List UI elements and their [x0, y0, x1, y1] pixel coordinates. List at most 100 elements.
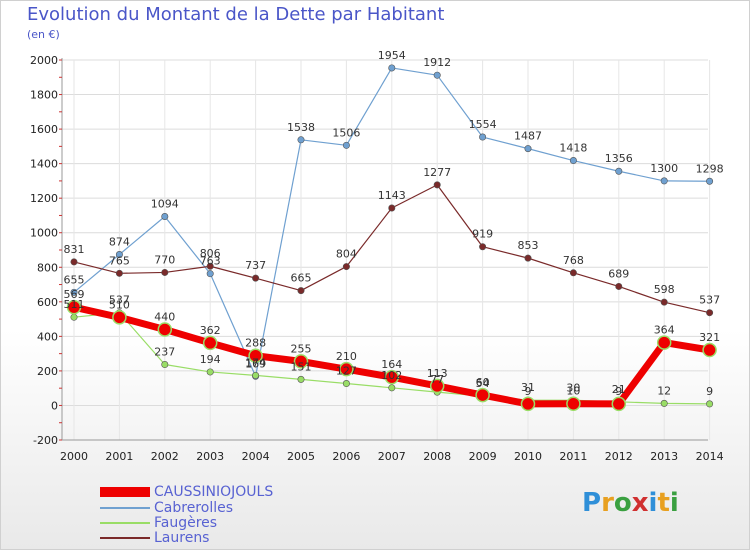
data-label-cabrerolles: 1538 — [287, 121, 315, 134]
data-point-faugères — [161, 361, 169, 369]
data-point-cabrerolles — [569, 157, 577, 165]
legend-label-cabrerolles: Cabrerolles — [154, 500, 234, 516]
data-point-faugères — [70, 313, 78, 321]
data-label-laurens: 665 — [291, 272, 312, 285]
data-point-laurens — [615, 282, 623, 290]
data-point-faugères — [206, 368, 214, 376]
data-label-caussiniojouls: 510 — [109, 298, 130, 311]
data-label-cabrerolles: 1094 — [151, 197, 179, 210]
legend-label-faugeres: Faugères — [154, 515, 218, 531]
x-tick-label: 2000 — [60, 450, 88, 463]
data-label-caussiniojouls: 362 — [200, 324, 221, 337]
data-label-cabrerolles: 874 — [109, 235, 130, 248]
data-label-caussiniojouls: 60 — [476, 376, 490, 389]
proxiti-logo: Proxiti — [582, 488, 679, 518]
y-tick-label: 200 — [37, 365, 58, 378]
x-tick-label: 2013 — [650, 450, 678, 463]
data-point-caussiniojouls — [112, 310, 127, 325]
data-label-cabrerolles: 1298 — [696, 162, 724, 175]
data-label-faugères: 9 — [706, 385, 713, 398]
data-label-cabrerolles: 169 — [245, 357, 266, 370]
legend-label-caussiniojouls: CAUSSINIOJOULS — [154, 484, 274, 500]
data-label-cabrerolles: 1912 — [423, 56, 451, 69]
data-label-laurens: 537 — [699, 294, 720, 307]
y-tick-label: 1800 — [30, 89, 58, 102]
data-label-faugères: 537 — [109, 294, 130, 307]
data-point-laurens — [70, 258, 78, 266]
data-point-cabrerolles — [161, 212, 169, 220]
data-label-cabrerolles: 1506 — [332, 126, 360, 139]
data-label-cabrerolles: 1356 — [605, 152, 633, 165]
x-tick-label: 2006 — [332, 450, 360, 463]
data-point-cabrerolles — [115, 250, 123, 258]
data-label-caussiniojouls: 9 — [615, 385, 622, 398]
data-point-caussiniojouls — [429, 378, 445, 394]
data-label-caussiniojouls: 164 — [381, 358, 402, 371]
y-tick-label: 1400 — [30, 158, 58, 171]
data-point-cabrerolles — [524, 145, 532, 153]
data-label-caussiniojouls: 255 — [291, 342, 312, 355]
data-point-cabrerolles — [660, 177, 668, 185]
x-tick-label: 2003 — [196, 450, 224, 463]
data-label-laurens: 804 — [336, 248, 357, 261]
data-point-caussiniojouls — [656, 335, 672, 350]
legend-swatch-caussiniojouls — [100, 487, 150, 497]
data-label-laurens: 831 — [64, 243, 85, 256]
data-point-laurens — [660, 298, 668, 306]
data-point-laurens — [479, 243, 487, 251]
data-label-faugères: 31 — [521, 381, 535, 394]
data-label-caussiniojouls: 210 — [336, 350, 357, 363]
data-label-laurens: 770 — [154, 253, 175, 266]
data-point-laurens — [706, 309, 714, 317]
y-tick-label: 1200 — [30, 192, 58, 205]
data-point-caussiniojouls — [248, 348, 263, 363]
data-label-laurens: 737 — [245, 259, 266, 272]
data-label-faugères: 54 — [476, 377, 490, 390]
data-label-faugères: 511 — [64, 298, 85, 311]
data-point-caussiniojouls — [157, 322, 173, 337]
data-point-cabrerolles — [433, 71, 441, 79]
legend-label-laurens: Laurens — [154, 530, 210, 546]
data-point-caussiniojouls — [202, 335, 218, 351]
data-label-laurens: 689 — [608, 267, 629, 280]
data-label-faugères: 30 — [566, 381, 580, 394]
data-point-laurens — [524, 254, 532, 262]
x-tick-label: 2004 — [242, 450, 270, 463]
data-label-caussiniojouls: 364 — [654, 324, 675, 337]
y-tick-label: 800 — [37, 261, 58, 274]
data-point-cabrerolles — [388, 64, 396, 72]
data-label-faugères: 127 — [336, 365, 357, 378]
data-point-cabrerolles — [297, 136, 305, 144]
data-label-faugères: 77 — [430, 373, 444, 386]
data-point-laurens — [388, 204, 396, 212]
y-tick-label: 600 — [37, 296, 58, 309]
y-tick-label: 400 — [37, 330, 58, 343]
chart-title: Evolution du Montant de la Dette par Hab… — [27, 4, 445, 25]
data-label-cabrerolles: 763 — [200, 255, 221, 268]
data-point-cabrerolles — [479, 133, 487, 141]
data-point-cabrerolles — [206, 270, 214, 278]
x-tick-label: 2002 — [151, 450, 179, 463]
data-point-laurens — [297, 287, 305, 295]
data-point-laurens — [433, 181, 441, 189]
data-label-faugères: 237 — [154, 346, 175, 359]
data-label-faugères: 12 — [657, 384, 671, 397]
data-label-laurens: 919 — [472, 228, 493, 241]
data-point-faugères — [660, 399, 668, 407]
data-label-caussiniojouls: 321 — [699, 331, 720, 344]
x-tick-label: 2012 — [605, 450, 633, 463]
data-label-caussiniojouls: 113 — [427, 367, 448, 380]
data-label-faugères: 194 — [200, 353, 221, 366]
data-point-caussiniojouls — [566, 396, 581, 411]
data-label-faugères: 151 — [291, 360, 312, 373]
data-point-caussiniojouls — [520, 396, 536, 412]
data-point-caussiniojouls — [475, 387, 490, 403]
data-point-caussiniojouls — [611, 396, 627, 412]
y-tick-label: 1600 — [30, 123, 58, 136]
data-label-laurens: 1277 — [423, 166, 451, 179]
x-tick-label: 2001 — [105, 450, 133, 463]
x-tick-label: 2011 — [559, 450, 587, 463]
data-label-caussiniojouls: 288 — [245, 337, 266, 350]
data-point-laurens — [569, 269, 577, 277]
